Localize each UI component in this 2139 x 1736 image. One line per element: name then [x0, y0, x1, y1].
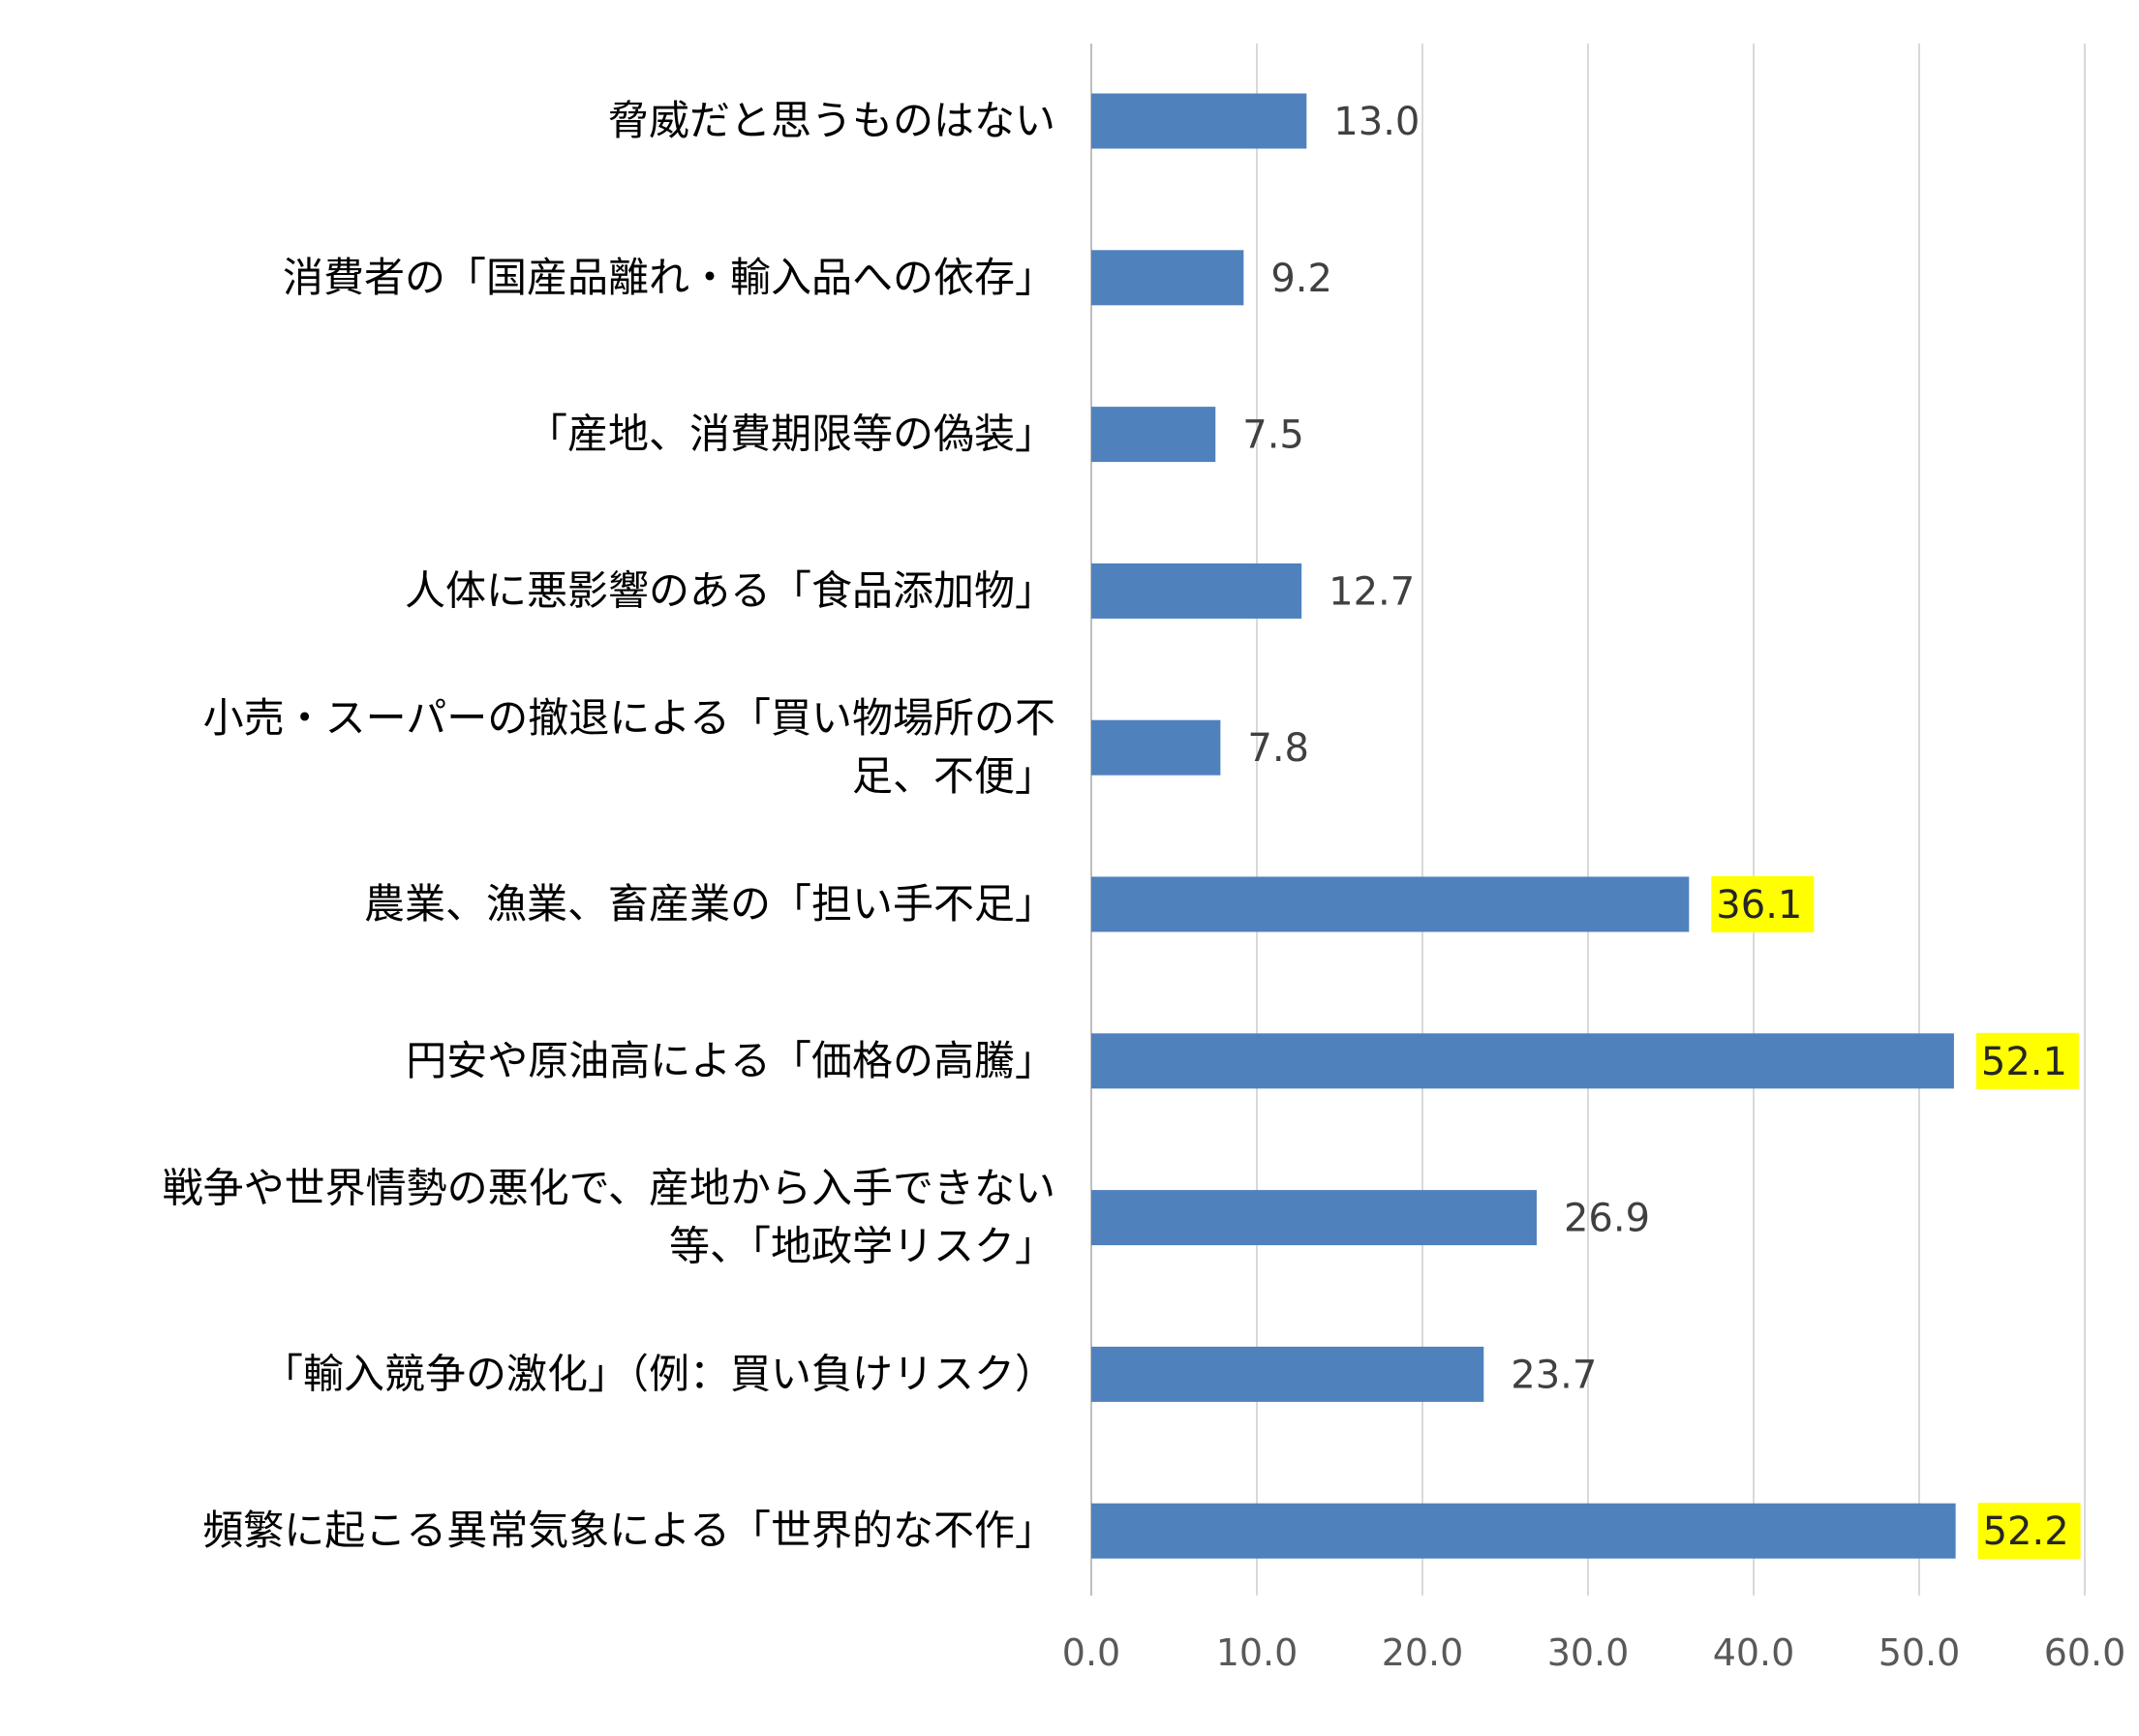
- category-label: 円安や原油高による「価格の高騰」: [406, 1037, 1055, 1084]
- bar: [1091, 876, 1690, 932]
- data-label: 52.2: [1983, 1509, 2069, 1554]
- value-label-highlight: [1977, 1503, 2081, 1560]
- category-label: 農業、漁業、畜産業の「担い手不足」: [364, 880, 1055, 928]
- category-label: 消費者の「国産品離れ・輸入品への依存」: [283, 254, 1055, 301]
- x-tick-label: 0.0: [1062, 1631, 1120, 1674]
- data-label: 7.8: [1247, 726, 1309, 771]
- data-label: 36.1: [1716, 883, 1802, 928]
- bar: [1091, 1503, 1956, 1559]
- x-tick-label: 40.0: [1713, 1631, 1795, 1674]
- value-label-highlight: [1975, 1032, 2079, 1089]
- category-label: 足、不便」: [852, 752, 1055, 800]
- bar: [1091, 250, 1244, 306]
- x-tick-label: 30.0: [1547, 1631, 1630, 1674]
- x-tick-label: 20.0: [1382, 1631, 1464, 1674]
- data-label: 7.5: [1242, 413, 1304, 458]
- data-label: 52.1: [1981, 1040, 2067, 1084]
- category-label: 脅威だと思うものはない: [608, 97, 1055, 144]
- bar: [1091, 407, 1216, 463]
- data-label: 9.2: [1270, 257, 1332, 301]
- x-tick-label: 50.0: [1879, 1631, 1961, 1674]
- data-label: 13.0: [1333, 100, 1420, 144]
- bar: [1091, 1346, 1484, 1402]
- bar: [1091, 563, 1302, 619]
- x-tick-label: 60.0: [2044, 1631, 2126, 1674]
- bar: [1091, 1190, 1537, 1246]
- value-label-highlight: [1711, 876, 1815, 932]
- category-label: 等、「地政学リスク」: [669, 1223, 1055, 1270]
- category-label: 「輸入競争の激化」（例：買い負けリスク）: [262, 1350, 1055, 1397]
- category-label: 戦争や世界情勢の悪化で、産地から入手できない: [163, 1165, 1055, 1212]
- category-label: 「産地、消費期限等の偽装」: [527, 411, 1055, 458]
- bar: [1091, 1033, 1954, 1089]
- category-label: 人体に悪影響のある「食品添加物」: [405, 566, 1055, 614]
- data-label: 26.9: [1564, 1197, 1650, 1241]
- bar: [1091, 93, 1307, 149]
- bar: [1091, 719, 1221, 776]
- category-label: 頻繁に起こる異常気象による「世界的な不作」: [202, 1507, 1055, 1554]
- category-label: 小売・スーパーの撤退による「買い物場所の不: [203, 694, 1055, 742]
- data-label: 23.7: [1511, 1353, 1597, 1397]
- data-label: 12.7: [1329, 569, 1415, 614]
- x-tick-label: 10.0: [1216, 1631, 1299, 1674]
